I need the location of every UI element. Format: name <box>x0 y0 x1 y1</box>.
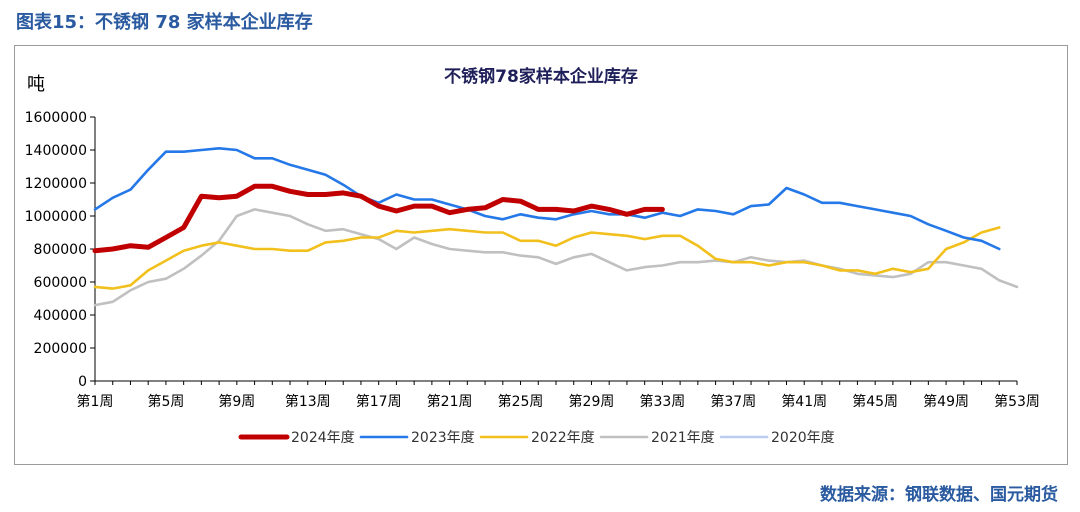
x-tick-label: 第53周 <box>994 393 1040 410</box>
series-line-2023年度 <box>93 147 1001 251</box>
y-axis-unit: 吨 <box>27 74 45 95</box>
x-tick-label: 第33周 <box>639 393 685 410</box>
legend-label: 2023年度 <box>411 430 475 446</box>
series-lines <box>92 147 1019 307</box>
x-tick-label: 第5周 <box>147 393 184 410</box>
series-line-2021年度 <box>93 208 1019 307</box>
x-tick-label: 第25周 <box>498 393 544 410</box>
x-tick-label: 第49周 <box>923 393 969 410</box>
legend-label: 2022年度 <box>531 430 595 446</box>
data-source: 数据来源：钢联数据、国元期货 <box>820 485 1058 505</box>
x-tick-label: 第1周 <box>77 393 114 410</box>
x-tick-label: 第9周 <box>218 393 255 410</box>
y-tick-label: 200000 <box>34 341 87 357</box>
x-tick-label: 第29周 <box>569 393 615 410</box>
x-tick-label: 第37周 <box>710 393 756 410</box>
chart-title: 不锈钢78家样本企业库存 <box>444 66 638 87</box>
figure-caption: 图表15：不锈钢 78 家样本企业库存 <box>16 12 313 33</box>
x-tick-label: 第45周 <box>852 393 898 410</box>
series-line-2024年度 <box>92 183 665 254</box>
legend-label: 2020年度 <box>771 430 835 446</box>
chart-frame: 不锈钢78家样本企业库存 吨 0 200000 400000 600000 800000… <box>14 45 1068 465</box>
y-tick-label: 1400000 <box>25 143 87 159</box>
x-tick-label: 第13周 <box>285 393 331 410</box>
legend-label: 2024年度 <box>291 430 355 446</box>
x-tick-label: 第17周 <box>356 393 402 410</box>
y-tick-label: 600000 <box>34 275 87 291</box>
y-tick-label: 1600000 <box>25 110 87 126</box>
inventory-line-chart: 不锈钢78家样本企业库存 吨 0 200000 400000 600000 800000… <box>25 66 1040 446</box>
legend-label: 2021年度 <box>651 430 715 446</box>
y-tick-label: 1000000 <box>25 209 87 225</box>
y-tick-label: 1200000 <box>25 176 87 192</box>
x-tick-label: 第21周 <box>427 393 473 410</box>
y-tick-label: 800000 <box>34 242 87 258</box>
legend: 2024年度 2023年度 2022年度 2021年度 2020年度 <box>238 430 835 446</box>
series-line-2022年度 <box>93 226 1001 290</box>
y-tick-label: 400000 <box>34 308 87 324</box>
x-tick-label: 第41周 <box>781 393 827 410</box>
axes: 0 200000 400000 600000 800000 1000000 1200000 1… <box>25 110 1040 410</box>
y-tick-label: 0 <box>78 374 87 390</box>
